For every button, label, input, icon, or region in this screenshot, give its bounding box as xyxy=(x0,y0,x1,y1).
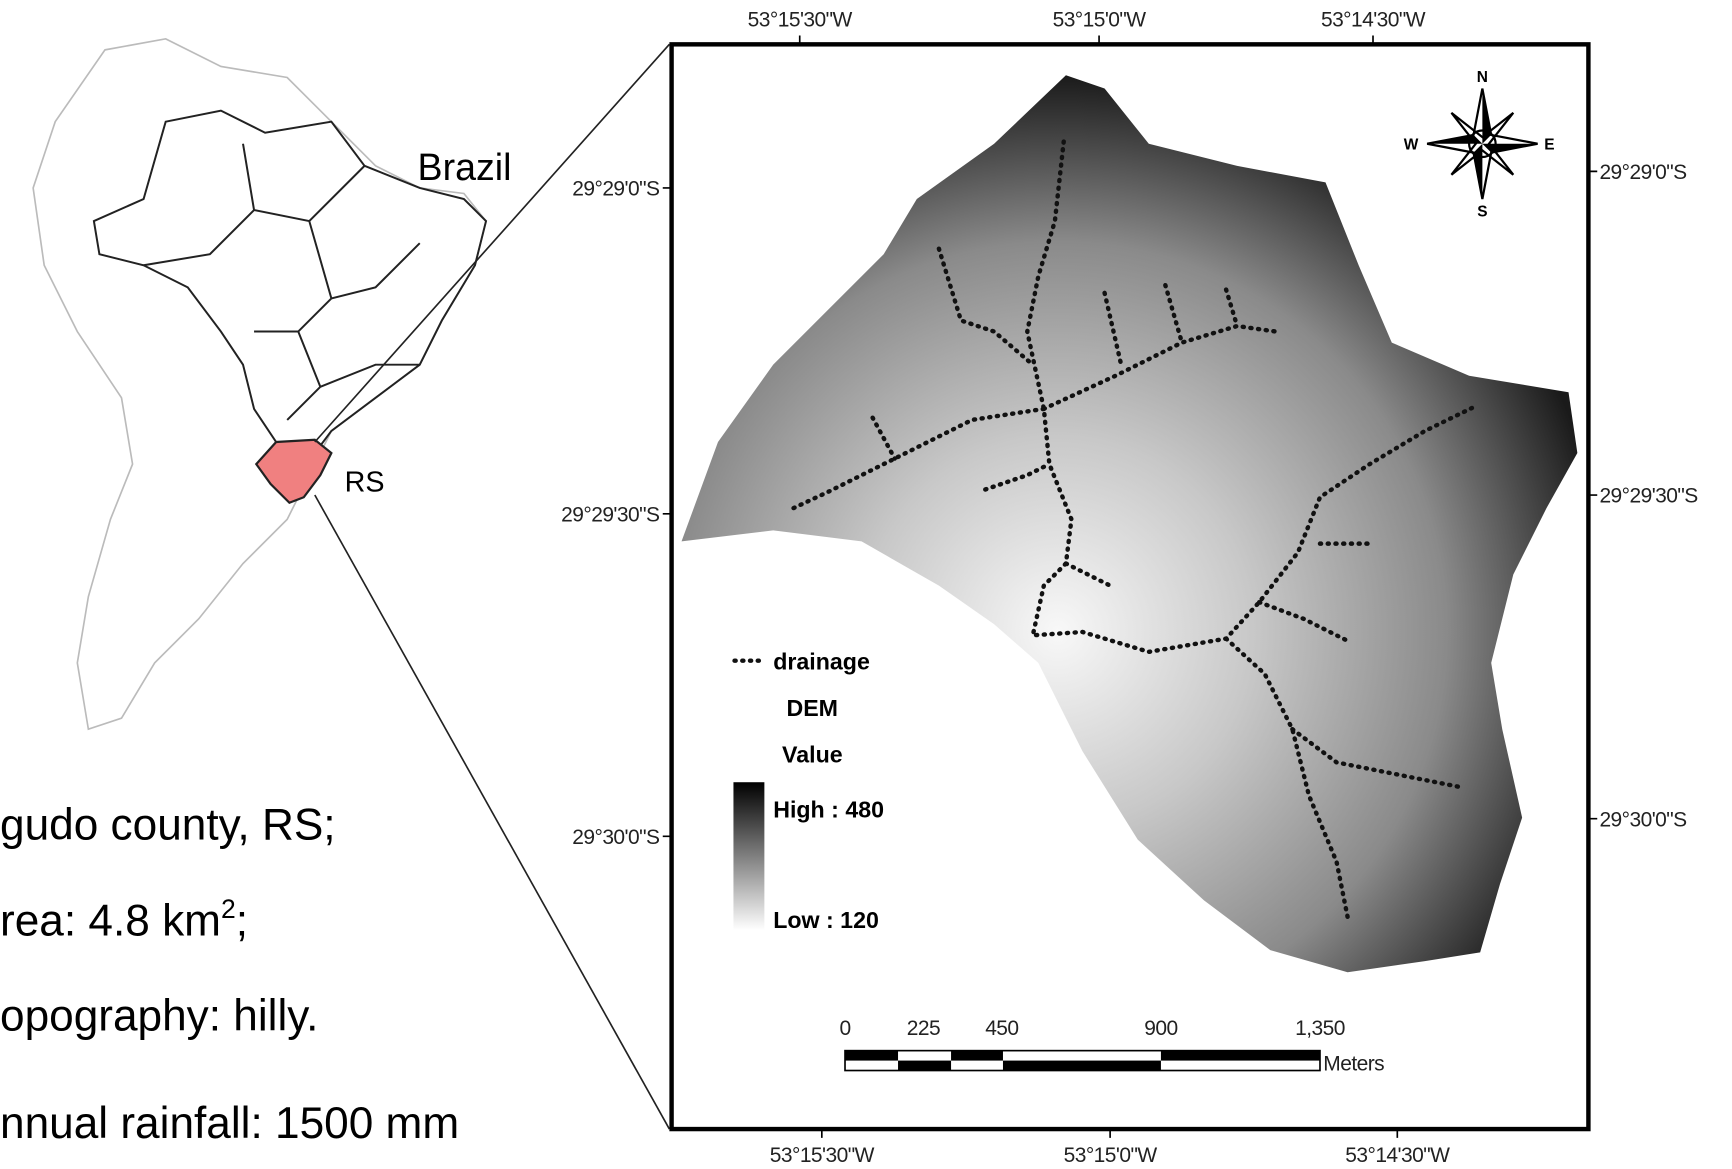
state-label: RS xyxy=(345,467,385,499)
scale-bar: 0 225 450 900 1,350 Meters xyxy=(839,1017,1384,1075)
note: opography: hilly. xyxy=(0,992,318,1041)
note: gudo county, RS; xyxy=(0,801,336,850)
south-america-outline xyxy=(33,39,486,729)
figure: Brazil RS gudo county, RS; rea: 4.8 km2;… xyxy=(0,0,1732,1169)
legend-label: DEM xyxy=(786,695,838,721)
scale-label: 0 xyxy=(839,1017,850,1040)
state-borders xyxy=(144,144,420,420)
watershed-dem xyxy=(682,75,1578,972)
compass-label: S xyxy=(1477,204,1487,221)
longitude-label: 53°15'0"W xyxy=(1053,9,1147,32)
rs-state xyxy=(256,440,331,503)
note: rea: 4.8 km2; xyxy=(0,894,248,946)
longitude-label: 53°14'30"W xyxy=(1321,9,1426,32)
legend-label: Low : 120 xyxy=(773,907,879,933)
longitude-label: 53°15'30"W xyxy=(770,1144,875,1167)
scale-unit: Meters xyxy=(1323,1053,1384,1076)
main-map: 53°15'30"W 53°15'0"W 53°14'30"W 53°15'30… xyxy=(561,9,1698,1168)
longitude-label: 53°15'30"W xyxy=(748,9,853,32)
note-text: rea: 4.8 km xyxy=(0,897,221,946)
note: nnual rainfall: 1500 mm xyxy=(0,1099,459,1148)
scale-label: 225 xyxy=(907,1017,940,1040)
latitude-label: 29°29'30"S xyxy=(1599,485,1698,508)
notes: gudo county, RS; rea: 4.8 km2; opography… xyxy=(0,801,459,1148)
latitude-label: 29°29'30"S xyxy=(561,504,660,527)
zoom-line xyxy=(315,44,670,442)
note-superscript: 2 xyxy=(221,894,236,924)
latitude-label: 29°29'0"S xyxy=(1599,161,1687,184)
compass-label: N xyxy=(1477,69,1488,86)
latitude-label: 29°30'0"S xyxy=(1599,808,1687,831)
inset-map: Brazil RS xyxy=(33,39,669,1129)
legend-label: Value xyxy=(782,741,843,767)
compass-label: E xyxy=(1544,136,1554,153)
legend-color-ramp xyxy=(733,782,764,930)
latitude-label: 29°30'0"S xyxy=(572,826,660,849)
scale-label: 1,350 xyxy=(1295,1017,1345,1040)
legend-label: High : 480 xyxy=(773,797,884,823)
longitude-label: 53°15'0"W xyxy=(1064,1144,1158,1167)
legend-label: drainage xyxy=(773,649,870,675)
legend: drainage DEM Value High : 480 Low : 120 xyxy=(733,649,884,933)
compass-rose: N E S W xyxy=(1404,69,1555,221)
compass-label: W xyxy=(1404,136,1419,153)
country-label: Brazil xyxy=(418,146,512,188)
scale-label: 900 xyxy=(1144,1017,1177,1040)
longitude-label: 53°14'30"W xyxy=(1345,1144,1450,1167)
note-suffix: ; xyxy=(236,897,248,946)
scale-label: 450 xyxy=(985,1017,1018,1040)
zoom-line xyxy=(315,495,670,1129)
latitude-label: 29°29'0"S xyxy=(572,178,660,201)
